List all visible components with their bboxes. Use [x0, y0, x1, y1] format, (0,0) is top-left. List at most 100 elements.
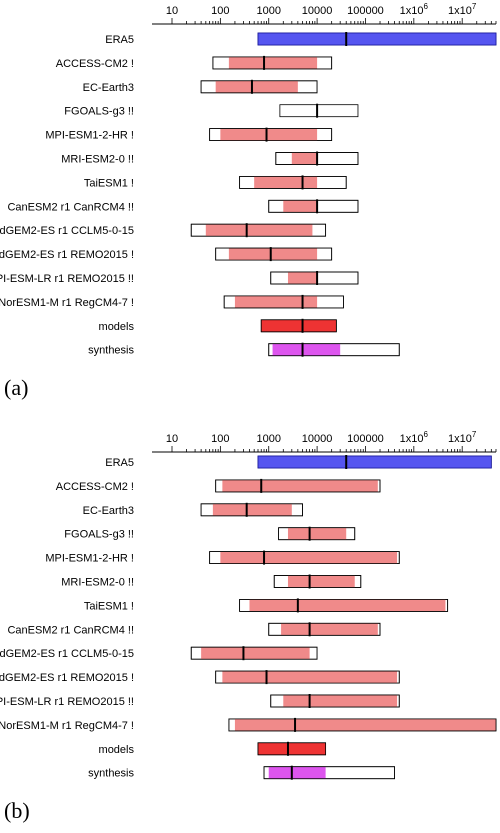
- x-tick-label: 1x106: [400, 2, 429, 17]
- inner-interval-bar: [228, 248, 318, 261]
- row-synthesis: synthesis: [88, 765, 395, 780]
- row-label: CanESM2 r1 CanRCM4 !!: [7, 624, 134, 636]
- x-tick-label: 100000: [347, 5, 384, 17]
- inner-interval-bar: [257, 32, 497, 46]
- row-model: NorESM1-M r1 RegCM4-7 !: [0, 294, 344, 309]
- row-label: MPI-ESM-LR r1 REMO2015 !!: [0, 696, 134, 708]
- outer-interval-outline: [190, 223, 327, 237]
- x-tick-label: 10000: [302, 433, 333, 445]
- outer-interval-outline: [263, 766, 395, 780]
- panel-label: (a): [4, 375, 28, 400]
- row-label: TaiESM1 !: [84, 177, 134, 189]
- inner-interval-bar: [234, 718, 496, 731]
- outer-interval-outline: [270, 694, 400, 708]
- row-model: EC-Earth3: [83, 502, 303, 517]
- row-model: FGOALS-g3 !!: [64, 526, 356, 541]
- outer-interval-outline: [273, 575, 362, 588]
- inner-interval-bar: [201, 647, 310, 660]
- row-label: TaiESM1 !: [84, 600, 134, 612]
- x-tick-label: 10: [166, 5, 178, 17]
- row-model: TaiESM1 !: [84, 598, 449, 613]
- row-models: models: [99, 741, 327, 756]
- row-label: MRI-ESM2-0 !!: [61, 154, 134, 166]
- row-model: MRI-ESM2-0 !!: [61, 574, 362, 589]
- inner-interval-bar: [268, 766, 326, 779]
- outer-interval-outline: [239, 175, 347, 189]
- row-models: models: [99, 318, 337, 333]
- inner-interval-bar: [222, 479, 378, 492]
- inner-interval-bar: [272, 343, 341, 356]
- row-label: CanESM2 r1 CanRCM4 !!: [7, 201, 134, 213]
- row-label: models: [99, 744, 135, 756]
- inner-interval-bar: [254, 176, 318, 189]
- row-model: ACCESS-CM2 !: [56, 478, 381, 493]
- outer-interval-outline: [270, 271, 359, 285]
- inner-interval-bar: [283, 200, 318, 213]
- x-tick-label: 1000: [256, 433, 280, 445]
- inner-interval-bar: [258, 742, 326, 755]
- x-tick-label: 1x106: [400, 430, 429, 445]
- inner-interval-bar: [249, 599, 446, 612]
- row-label: HadGEM2-ES r1 REMO2015 !: [0, 672, 134, 684]
- row-label: EC-Earth3: [83, 82, 134, 94]
- row-model: HadGEM2-ES r1 REMO2015 !: [0, 247, 333, 262]
- x-tick-label: 10: [166, 433, 178, 445]
- outer-interval-outline: [209, 551, 400, 564]
- outer-interval-outline: [223, 295, 344, 309]
- row-label: HadGEM2-ES r1 REMO2015 !: [0, 249, 134, 261]
- row-label: ACCESS-CM2 !: [56, 481, 134, 493]
- row-label: MPI-ESM1-2-HR !: [45, 553, 134, 565]
- row-label: EC-Earth3: [83, 505, 134, 517]
- row-model: HadGEM2-ES r1 CCLM5-0-15: [0, 646, 318, 661]
- row-model: FGOALS-g3 !!: [64, 103, 359, 118]
- panel-a: 10 100 1000 10000 100000 1x106 1x107 ERA5 ACCESS…: [0, 2, 497, 400]
- panel-b: 10 100 1000 10000 100000 1x106 1x107 ERA5 ACCESS…: [0, 430, 497, 823]
- row-model: EC-Earth3: [83, 79, 318, 94]
- x-tick-label: 1x107: [448, 2, 477, 17]
- inner-interval-bar: [287, 527, 347, 540]
- outer-interval-outline: [268, 199, 359, 213]
- x-tick-label: 1x107: [448, 430, 477, 445]
- inner-interval-bar: [222, 671, 398, 684]
- outer-interval-outline: [268, 622, 381, 636]
- row-label: NorESM1-M r1 RegCM4-7 !: [0, 297, 134, 309]
- row-label: HadGEM2-ES r1 CCLM5-0-15: [0, 225, 134, 237]
- inner-interval-bar: [220, 551, 398, 564]
- row-model: CanESM2 r1 CanRCM4 !!: [7, 199, 359, 214]
- row-model: HadGEM2-ES r1 CCLM5-0-15: [0, 223, 327, 238]
- x-tick-label: 100: [211, 5, 229, 17]
- inner-interval-bar: [215, 80, 298, 93]
- row-model: MRI-ESM2-0 !!: [61, 151, 359, 166]
- inner-interval-bar: [234, 295, 318, 308]
- inner-interval-bar: [220, 128, 318, 141]
- row-model: CanESM2 r1 CanRCM4 !!: [7, 622, 381, 637]
- outer-interval-outline: [257, 742, 327, 756]
- row-label: HadGEM2-ES r1 CCLM5-0-15: [0, 648, 134, 660]
- row-label: ACCESS-CM2 !: [56, 58, 134, 70]
- row-label: ERA5: [105, 34, 134, 46]
- row-label: synthesis: [88, 768, 134, 780]
- outer-interval-outline: [228, 718, 497, 732]
- panel-label: (b): [4, 798, 30, 823]
- row-model: ACCESS-CM2 !: [56, 55, 333, 70]
- inner-interval-bar: [287, 575, 355, 588]
- row-model: MPI-ESM1-2-HR !: [45, 127, 333, 142]
- outer-interval-outline: [215, 670, 400, 684]
- outer-interval-bar: [279, 104, 359, 118]
- outer-interval-outline: [215, 479, 381, 493]
- row-label: ERA5: [105, 457, 134, 469]
- inner-interval-bar: [212, 503, 292, 516]
- outer-interval-outline: [239, 599, 449, 612]
- row-label: synthesis: [88, 345, 134, 357]
- outer-interval-outline: [190, 646, 318, 660]
- outer-interval-outline: [212, 56, 333, 70]
- outer-interval-outline: [209, 128, 333, 142]
- inner-interval-bar: [261, 319, 337, 332]
- x-tick-label: 100: [211, 433, 229, 445]
- outer-interval-outline: [200, 80, 318, 94]
- row-model: NorESM1-M r1 RegCM4-7 !: [0, 717, 497, 732]
- row-model: HadGEM2-ES r1 REMO2015 !: [0, 670, 400, 685]
- x-tick-label: 1000: [256, 5, 280, 17]
- x-tick-label: 10000: [302, 5, 333, 17]
